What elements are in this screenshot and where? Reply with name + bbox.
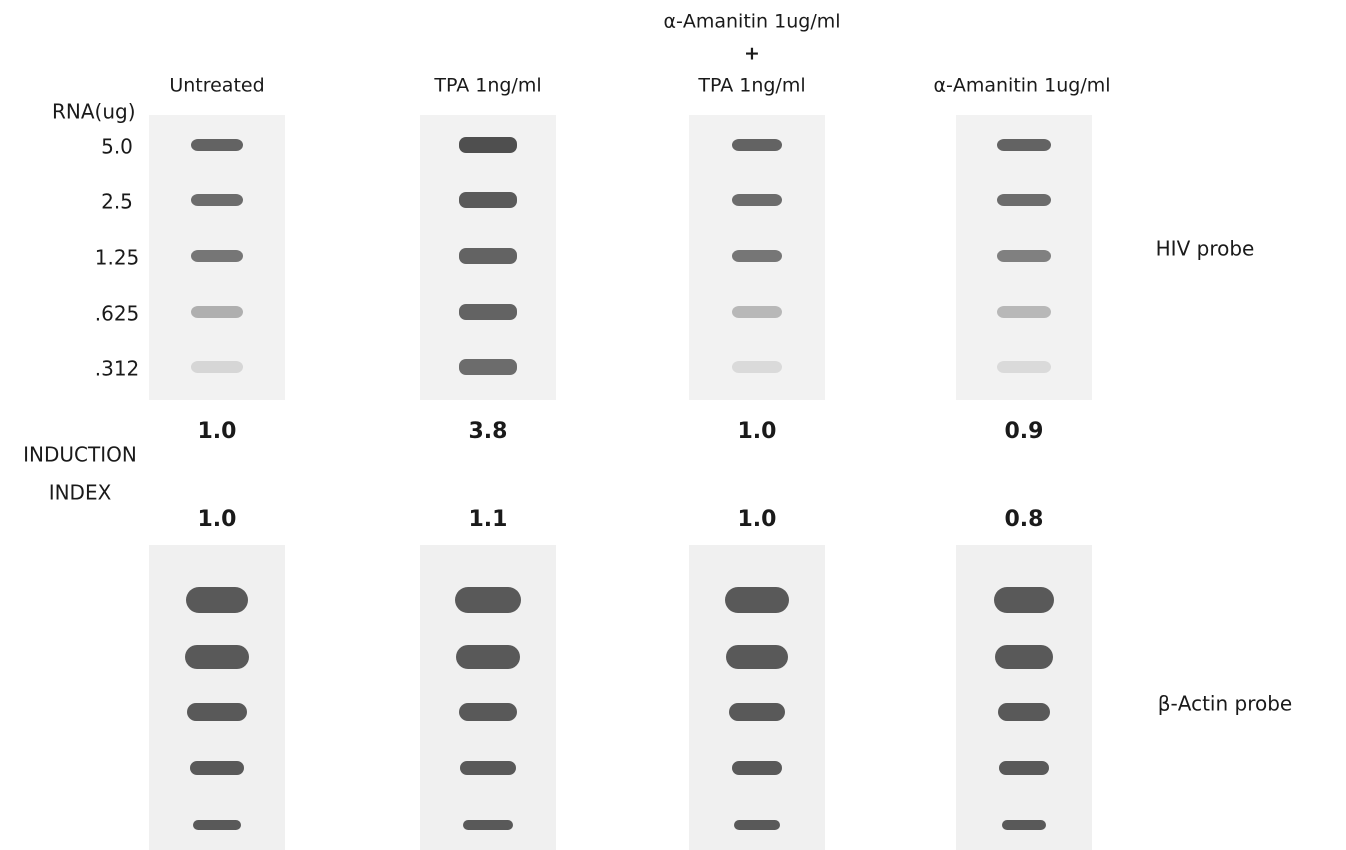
hiv-band	[732, 250, 782, 262]
actin-band	[463, 820, 513, 830]
induction-value: 0.8	[1005, 507, 1044, 532]
rna-amount: 1.25	[95, 246, 140, 270]
rna-amount: 2.5	[101, 190, 133, 214]
induction-value: 1.0	[198, 507, 237, 532]
actin-band	[994, 587, 1054, 613]
probe-label: β-Actin probe	[1158, 692, 1292, 716]
column-header: +	[744, 43, 760, 65]
rna-amount: .312	[95, 357, 140, 381]
hiv-band	[732, 306, 782, 318]
actin-band	[726, 645, 788, 669]
hiv-band	[732, 139, 782, 151]
hiv-band	[997, 194, 1051, 206]
induction-value: 1.0	[738, 507, 777, 532]
actin-band	[187, 703, 247, 721]
column-header: TPA 1ng/ml	[697, 75, 805, 97]
actin-band	[193, 820, 241, 830]
actin-band	[725, 587, 789, 613]
hiv-band	[732, 194, 782, 206]
actin-band	[729, 703, 785, 721]
actin-band	[460, 761, 516, 775]
rna-amount: .625	[95, 302, 140, 326]
induction-value: 1.0	[738, 419, 777, 444]
induction-label: INDEX	[49, 481, 112, 505]
actin-band	[732, 761, 782, 775]
actin-band	[456, 645, 520, 669]
hiv-band	[997, 306, 1051, 318]
actin-band	[186, 587, 248, 613]
hiv-band	[191, 194, 243, 206]
column-header: TPA 1ng/ml	[433, 75, 541, 97]
hiv-band	[459, 137, 517, 153]
rna-label: RNA(ug)	[52, 100, 136, 124]
actin-band	[455, 587, 521, 613]
induction-value: 1.1	[469, 507, 508, 532]
induction-value: 0.9	[1005, 419, 1044, 444]
induction-value: 3.8	[469, 419, 508, 444]
hiv-band	[191, 250, 243, 262]
hiv-band	[732, 361, 782, 373]
figure: Untreated 1.0 1.0 TPA 1ng/ml 3.8 1.1 α-Amaniti…	[0, 0, 1346, 850]
hiv-band	[191, 139, 243, 151]
hiv-band	[997, 250, 1051, 262]
actin-band	[995, 645, 1053, 669]
actin-band	[185, 645, 249, 669]
hiv-band	[459, 304, 517, 320]
actin-band	[999, 761, 1049, 775]
actin-band	[190, 761, 244, 775]
induction-label: INDUCTION	[23, 443, 137, 467]
actin-band	[1002, 820, 1046, 830]
hiv-band	[459, 248, 517, 264]
hiv-band	[459, 359, 517, 375]
actin-band	[998, 703, 1050, 721]
column-header: α-Amanitin 1ug/ml	[663, 11, 840, 33]
rna-amount: 5.0	[101, 135, 133, 159]
actin-band	[734, 820, 780, 830]
hiv-band	[459, 192, 517, 208]
actin-band	[459, 703, 517, 721]
column-header: Untreated	[169, 75, 264, 97]
hiv-band	[997, 139, 1051, 151]
probe-label: HIV probe	[1156, 237, 1255, 261]
induction-value: 1.0	[198, 419, 237, 444]
column-header: α-Amanitin 1ug/ml	[933, 75, 1110, 97]
hiv-band	[191, 306, 243, 318]
hiv-band	[997, 361, 1051, 373]
hiv-band	[191, 361, 243, 373]
